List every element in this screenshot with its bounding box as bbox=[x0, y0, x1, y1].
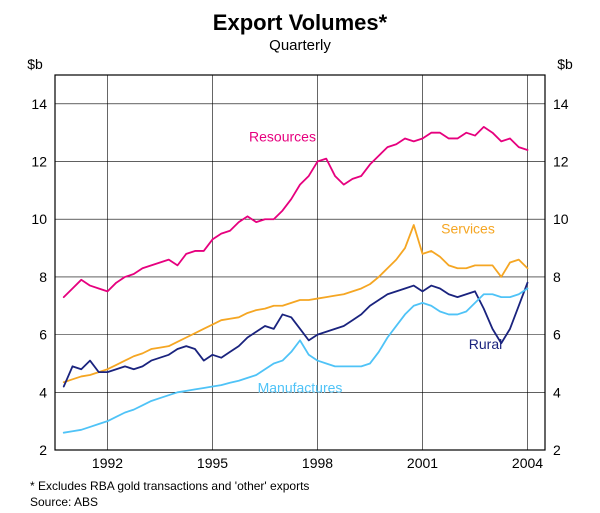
y-tick-right: 10 bbox=[553, 211, 569, 227]
y-tick-left: 12 bbox=[31, 154, 47, 170]
chart-subtitle: Quarterly bbox=[269, 37, 331, 54]
series-label-services: Services bbox=[441, 221, 495, 237]
chart-title: Export Volumes* bbox=[213, 10, 388, 35]
y-tick-left: 4 bbox=[39, 384, 47, 400]
x-tick: 2004 bbox=[512, 455, 543, 471]
y-tick-right: 2 bbox=[553, 442, 561, 458]
y-tick-right: 14 bbox=[553, 96, 569, 112]
y-tick-right: 4 bbox=[553, 384, 561, 400]
x-tick: 1992 bbox=[92, 455, 123, 471]
x-tick: 1995 bbox=[197, 455, 228, 471]
y-tick-right: 6 bbox=[553, 327, 561, 343]
y-axis-label-right: $b bbox=[557, 56, 573, 72]
footnote: * Excludes RBA gold transactions and 'ot… bbox=[30, 479, 309, 493]
chart-container: Resources Services Rural Manufactures 2 2 4 4 6 6… bbox=[0, 0, 600, 513]
y-tick-left: 6 bbox=[39, 327, 47, 343]
y-tick-right: 12 bbox=[553, 154, 569, 170]
y-tick-left: 8 bbox=[39, 269, 47, 285]
series-label-rural: Rural bbox=[469, 336, 502, 352]
x-tick: 2001 bbox=[407, 455, 438, 471]
y-tick-left: 2 bbox=[39, 442, 47, 458]
y-tick-right: 8 bbox=[553, 269, 561, 285]
export-volumes-chart: Resources Services Rural Manufactures 2 2 4 4 6 6… bbox=[0, 0, 600, 513]
y-axis-label-left: $b bbox=[27, 56, 43, 72]
x-tick: 1998 bbox=[302, 455, 333, 471]
series-label-manufactures: Manufactures bbox=[258, 379, 343, 395]
footnote: Source: ABS bbox=[30, 495, 98, 509]
y-tick-left: 10 bbox=[31, 211, 47, 227]
series-label-resources: Resources bbox=[249, 128, 316, 144]
y-tick-left: 14 bbox=[31, 96, 47, 112]
